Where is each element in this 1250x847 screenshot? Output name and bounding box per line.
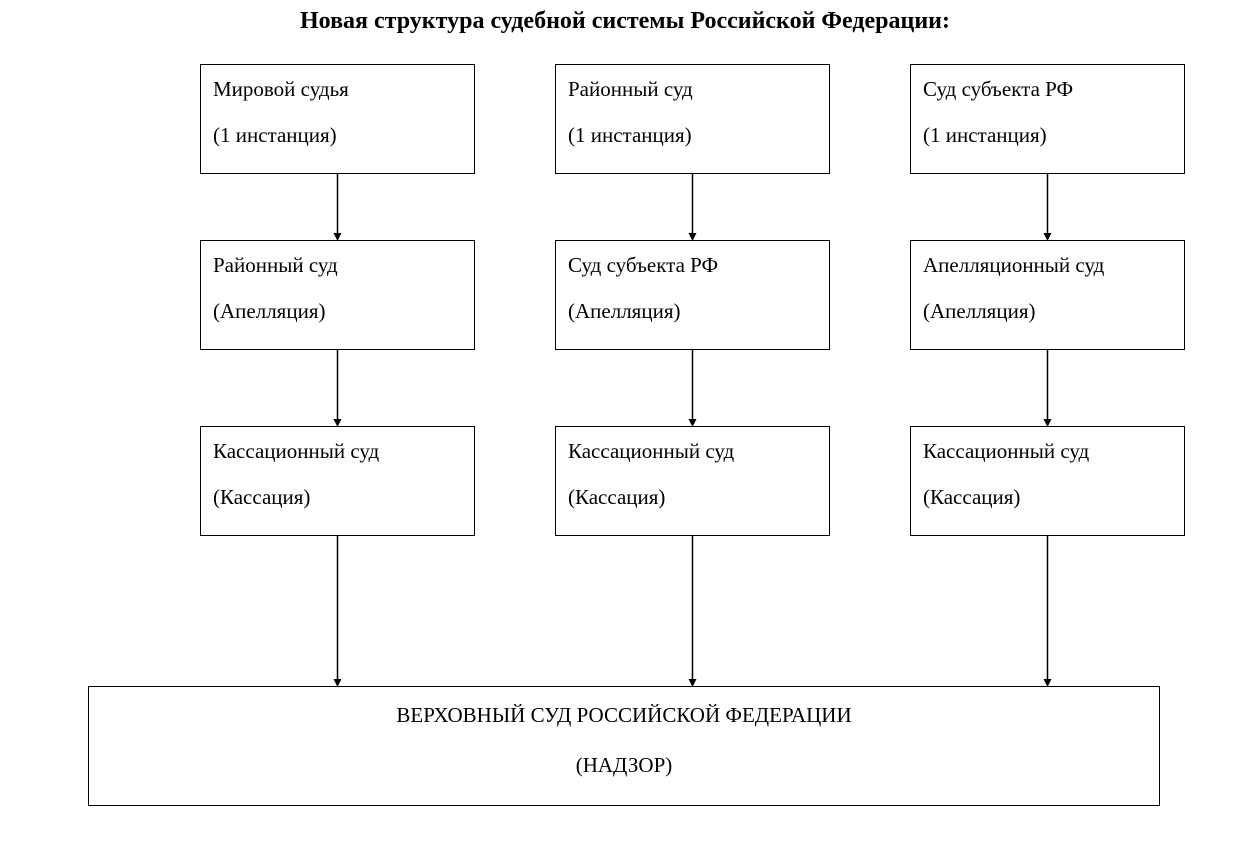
node-c3r2: Апелляционный суд (Апелляция) [910, 240, 1185, 350]
node-c2r2: Суд субъекта РФ (Апелляция) [555, 240, 830, 350]
node-c1r1: Мировой судья (1 инстанция) [200, 64, 475, 174]
node-c2r3: Кассационный суд (Кассация) [555, 426, 830, 536]
supreme-line1: ВЕРХОВНЫЙ СУД РОССИЙСКОЙ ФЕДЕРАЦИИ [101, 701, 1147, 729]
node-c1r3: Кассационный суд (Кассация) [200, 426, 475, 536]
node-line2: (Кассация) [568, 483, 817, 511]
node-line1: Кассационный суд [923, 437, 1172, 465]
node-line1: Мировой судья [213, 75, 462, 103]
node-line1: Суд субъекта РФ [568, 251, 817, 279]
node-line2: (1 инстанция) [213, 121, 462, 149]
node-line1: Суд субъекта РФ [923, 75, 1172, 103]
node-line1: Районный суд [213, 251, 462, 279]
node-line1: Кассационный суд [568, 437, 817, 465]
node-line2: (Кассация) [923, 483, 1172, 511]
node-line2: (1 инстанция) [923, 121, 1172, 149]
node-c1r2: Районный суд (Апелляция) [200, 240, 475, 350]
node-line1: Апелляционный суд [923, 251, 1172, 279]
node-line2: (Кассация) [213, 483, 462, 511]
node-line2: (1 инстанция) [568, 121, 817, 149]
diagram-title: Новая структура судебной системы Российс… [0, 8, 1250, 35]
node-c2r1: Районный суд (1 инстанция) [555, 64, 830, 174]
node-supreme: ВЕРХОВНЫЙ СУД РОССИЙСКОЙ ФЕДЕРАЦИИ (НАДЗО… [88, 686, 1160, 806]
node-line2: (Апелляция) [568, 297, 817, 325]
node-c3r3: Кассационный суд (Кассация) [910, 426, 1185, 536]
node-c3r1: Суд субъекта РФ (1 инстанция) [910, 64, 1185, 174]
supreme-line2: (НАДЗОР) [101, 751, 1147, 779]
node-line1: Районный суд [568, 75, 817, 103]
node-line1: Кассационный суд [213, 437, 462, 465]
node-line2: (Апелляция) [923, 297, 1172, 325]
node-line2: (Апелляция) [213, 297, 462, 325]
